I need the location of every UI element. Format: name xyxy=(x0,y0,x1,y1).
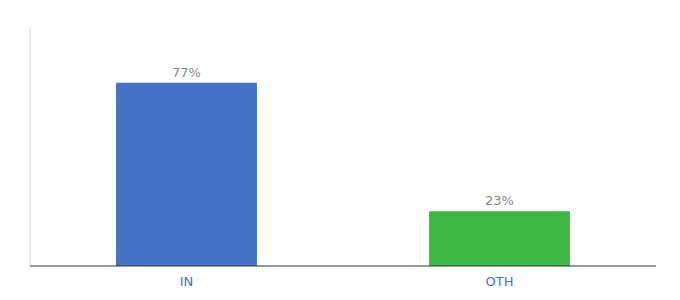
bars xyxy=(116,83,570,266)
x-axis-line xyxy=(30,266,656,267)
chart: 77% 23% IN OTH xyxy=(0,0,680,300)
y-axis-line xyxy=(30,28,31,266)
chart-container: 77% 23% IN OTH xyxy=(0,0,680,300)
x-tick-label: OTH xyxy=(486,274,514,289)
bar xyxy=(116,83,257,266)
data-label: 77% xyxy=(172,65,201,80)
x-tick-label: IN xyxy=(180,274,194,289)
data-label: 23% xyxy=(485,193,514,208)
bar xyxy=(429,211,570,266)
